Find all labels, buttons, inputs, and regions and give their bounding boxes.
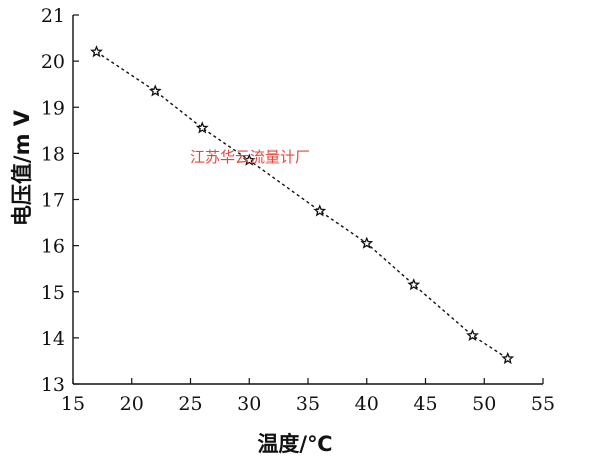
y-tick-label: 20 bbox=[41, 51, 65, 73]
y-tick-label: 18 bbox=[41, 143, 65, 165]
y-tick-label: 17 bbox=[41, 190, 65, 212]
y-tick-label: 15 bbox=[41, 282, 65, 304]
x-tick-label: 40 bbox=[355, 393, 379, 415]
y-axis-title: 电压值/m V bbox=[10, 109, 34, 226]
y-ticks: 13 14 15 16 17 18 19 20 21 bbox=[41, 5, 79, 396]
x-tick-label: 50 bbox=[472, 393, 496, 415]
data-point-marker bbox=[360, 236, 374, 249]
x-ticks: 15 20 25 30 35 40 45 50 55 bbox=[61, 378, 555, 415]
data-point-marker bbox=[148, 84, 162, 97]
x-tick-label: 20 bbox=[120, 393, 144, 415]
plot-area bbox=[90, 45, 515, 365]
data-point-marker bbox=[242, 153, 256, 166]
x-tick-label: 15 bbox=[61, 393, 85, 415]
watermark-annotation: 江苏华云流量计厂 bbox=[190, 148, 310, 166]
data-point-marker bbox=[407, 278, 421, 291]
series-line bbox=[96, 51, 509, 360]
x-tick-label: 35 bbox=[296, 393, 320, 415]
x-tick-label: 45 bbox=[413, 393, 437, 415]
x-axis-title: 温度/℃ bbox=[257, 432, 332, 456]
data-point-marker bbox=[195, 121, 209, 134]
y-tick-label: 13 bbox=[41, 374, 65, 396]
y-tick-label: 19 bbox=[41, 97, 65, 119]
data-point-marker bbox=[501, 351, 515, 365]
axes bbox=[72, 15, 543, 385]
data-point-marker bbox=[466, 328, 479, 342]
y-tick-label: 14 bbox=[41, 328, 65, 350]
data-point-marker bbox=[313, 204, 327, 217]
y-tick-label: 16 bbox=[41, 236, 65, 258]
x-tick-label: 30 bbox=[237, 393, 261, 415]
x-tick-label: 25 bbox=[178, 393, 202, 415]
y-tick-label: 21 bbox=[41, 5, 65, 27]
x-tick-label: 55 bbox=[531, 393, 555, 415]
data-point-marker bbox=[90, 45, 103, 58]
